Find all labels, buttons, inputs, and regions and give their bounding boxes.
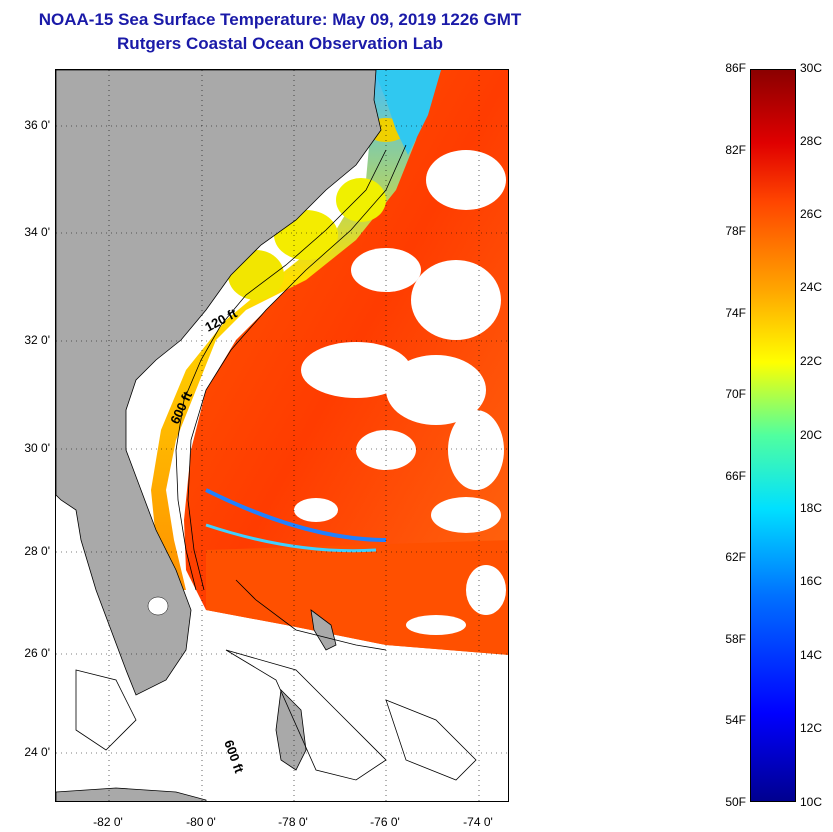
lat-label-26: 26 0'	[24, 646, 50, 660]
lat-label-32: 32 0'	[24, 333, 50, 347]
land-bahamas-andros	[275, 689, 307, 771]
temperature-colorbar	[750, 69, 796, 802]
land-us-southeast	[56, 70, 382, 696]
land-bahamas-abaco	[310, 609, 337, 651]
cb-f-54: 54F	[725, 713, 746, 727]
map-subtitle: Rutgers Coastal Ocean Observation Lab	[117, 34, 443, 53]
graticule	[56, 70, 508, 801]
cb-f-50: 50F	[725, 795, 746, 809]
cool-streak-2	[205, 523, 377, 553]
map-title: NOAA-15 Sea Surface Temperature: May 09,…	[38, 10, 522, 29]
lon-label-76: -76 0'	[370, 815, 400, 829]
cb-f-66: 66F	[725, 469, 746, 483]
cb-f-86: 86F	[725, 61, 746, 75]
sst-map: 120 ft 600 ft 600 ft	[55, 69, 509, 802]
lon-label-82: -82 0'	[93, 815, 123, 829]
lon-label-74: -74 0'	[463, 815, 493, 829]
lat-label-30: 30 0'	[24, 441, 50, 455]
cb-c-28: 28C	[800, 134, 823, 148]
coastal-blob-3	[336, 178, 386, 222]
lon-label-80: -80 0'	[186, 815, 216, 829]
lat-label-24: 24 0'	[24, 745, 50, 759]
cb-f-70: 70F	[725, 387, 746, 401]
cb-c-26: 26C	[800, 207, 823, 221]
cold-water-patch	[374, 70, 441, 155]
lake-okeechobee	[147, 596, 169, 616]
bathymetry-contours	[75, 144, 477, 781]
cb-c-14: 14C	[800, 648, 823, 662]
cb-f-58: 58F	[725, 632, 746, 646]
lat-label-36: 36 0'	[24, 118, 50, 132]
sst-map-svg: 120 ft 600 ft 600 ft	[56, 70, 508, 801]
cb-c-18: 18C	[800, 501, 823, 515]
cb-c-12: 12C	[800, 721, 823, 735]
cb-f-62: 62F	[725, 550, 746, 564]
cb-c-10: 10C	[800, 795, 823, 809]
lat-label-34: 34 0'	[24, 225, 50, 239]
cb-c-16: 16C	[800, 574, 823, 588]
cb-f-82: 82F	[725, 143, 746, 157]
cb-f-78: 78F	[725, 224, 746, 238]
cool-streak-1	[205, 488, 387, 542]
cb-c-24: 24C	[800, 280, 823, 294]
lon-label-78: -78 0'	[278, 815, 308, 829]
lat-label-28: 28 0'	[24, 544, 50, 558]
cb-c-22: 22C	[800, 354, 823, 368]
cb-c-20: 20C	[800, 428, 823, 442]
land-cuba	[56, 787, 207, 801]
cb-c-30: 30C	[800, 61, 823, 75]
cb-f-74: 74F	[725, 306, 746, 320]
